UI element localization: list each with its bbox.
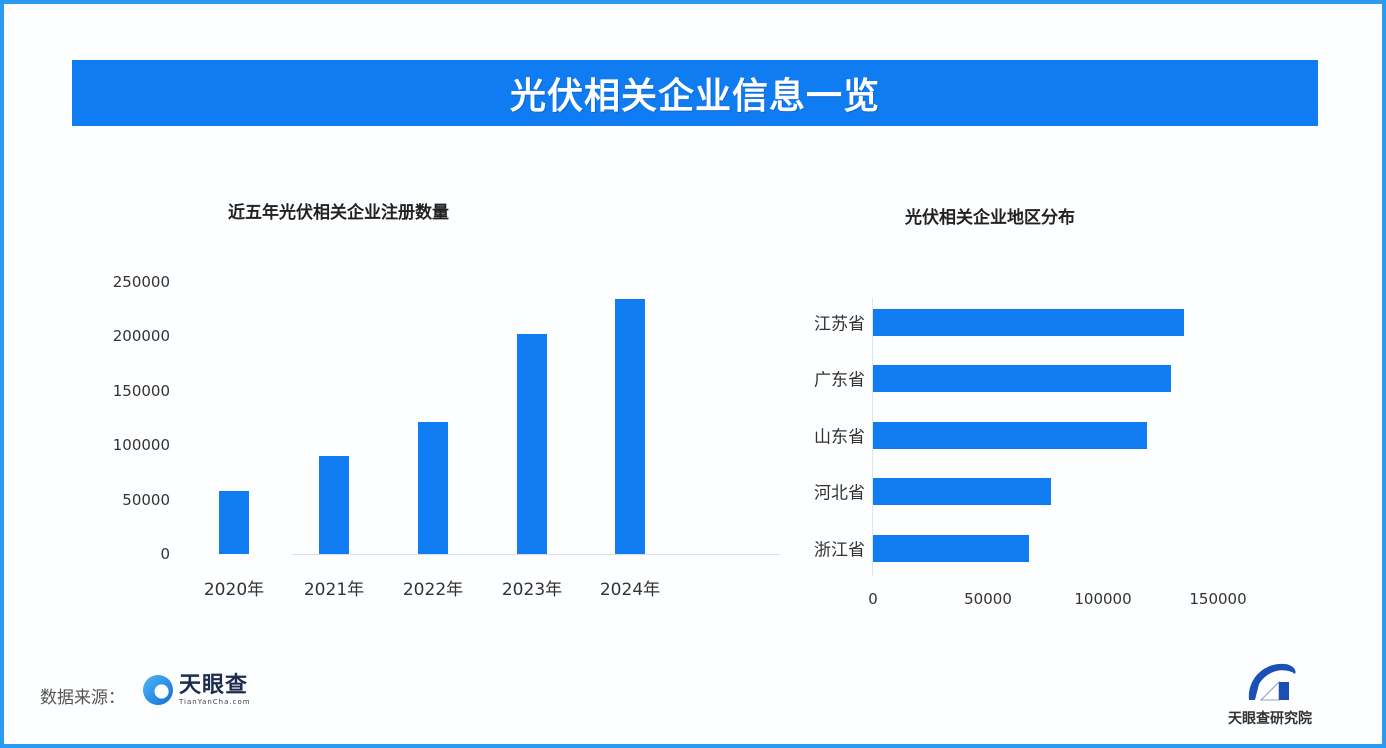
bar-2022年 [418, 422, 448, 554]
registrations-bar-chart: 250000 200000 150000 100000 50000 0 2020年 2021年… [100, 270, 780, 610]
y-tick-label: 100000 [112, 436, 170, 455]
bar-河北省 [873, 478, 1052, 505]
institute-logo-icon [1248, 663, 1296, 701]
page-title: 光伏相关企业信息一览 [509, 76, 880, 117]
title-banner: 光伏相关企业信息一览 [72, 60, 1318, 126]
bar-山东省 [873, 422, 1147, 449]
y-category-label: 山东省 [814, 427, 865, 448]
y-category-label: 河北省 [814, 483, 865, 504]
y-category-label: 江苏省 [814, 314, 865, 335]
tianyancha-logo-domain: TianYanCha.com [179, 698, 251, 706]
x-category-label: 2021年 [303, 580, 365, 600]
data-source-label: 数据来源： [40, 688, 125, 708]
x-tick-label: 150000 [1189, 590, 1247, 608]
bar-2020年 [219, 490, 249, 554]
bar-2024年 [615, 299, 645, 554]
x-tick-label: 50000 [964, 590, 1012, 608]
y-axis-line [872, 298, 873, 576]
institute-logo: 天眼查研究院 [1225, 656, 1315, 736]
bar-广东省 [873, 365, 1171, 392]
chart-title-registrations: 近五年光伏相关企业注册数量 [228, 203, 449, 223]
x-tick-label: 0 [868, 590, 878, 608]
y-tick-label: 0 [160, 545, 170, 563]
tianyancha-logo: 天眼查 TianYanCha.com [143, 674, 251, 706]
bar-江苏省 [873, 309, 1184, 336]
x-axis-line [292, 554, 780, 555]
x-category-label: 2024年 [599, 580, 661, 600]
y-tick-label: 250000 [112, 273, 170, 291]
regions-bar-chart: 江苏省广东省山东省河北省浙江省 0 50000 100000 150000 [760, 290, 1280, 620]
x-category-label: 2020年 [203, 580, 265, 600]
chart-title-regions: 光伏相关企业地区分布 [905, 208, 1075, 228]
x-category-label: 2023年 [501, 580, 563, 600]
x-tick-label: 100000 [1074, 590, 1132, 608]
bar-浙江省 [873, 535, 1030, 562]
institute-name: 天眼查研究院 [1228, 711, 1312, 727]
bar-2023年 [517, 334, 547, 554]
bar-2021年 [319, 456, 349, 554]
y-tick-label: 200000 [112, 327, 170, 346]
tianyancha-logo-icon [143, 675, 173, 705]
y-tick-label: 150000 [112, 381, 170, 400]
tianyancha-logo-text: 天眼查 [179, 673, 249, 698]
y-category-label: 广东省 [814, 370, 865, 391]
y-category-label: 浙江省 [814, 540, 865, 561]
x-category-label: 2022年 [402, 580, 464, 600]
y-tick-label: 50000 [122, 490, 170, 509]
